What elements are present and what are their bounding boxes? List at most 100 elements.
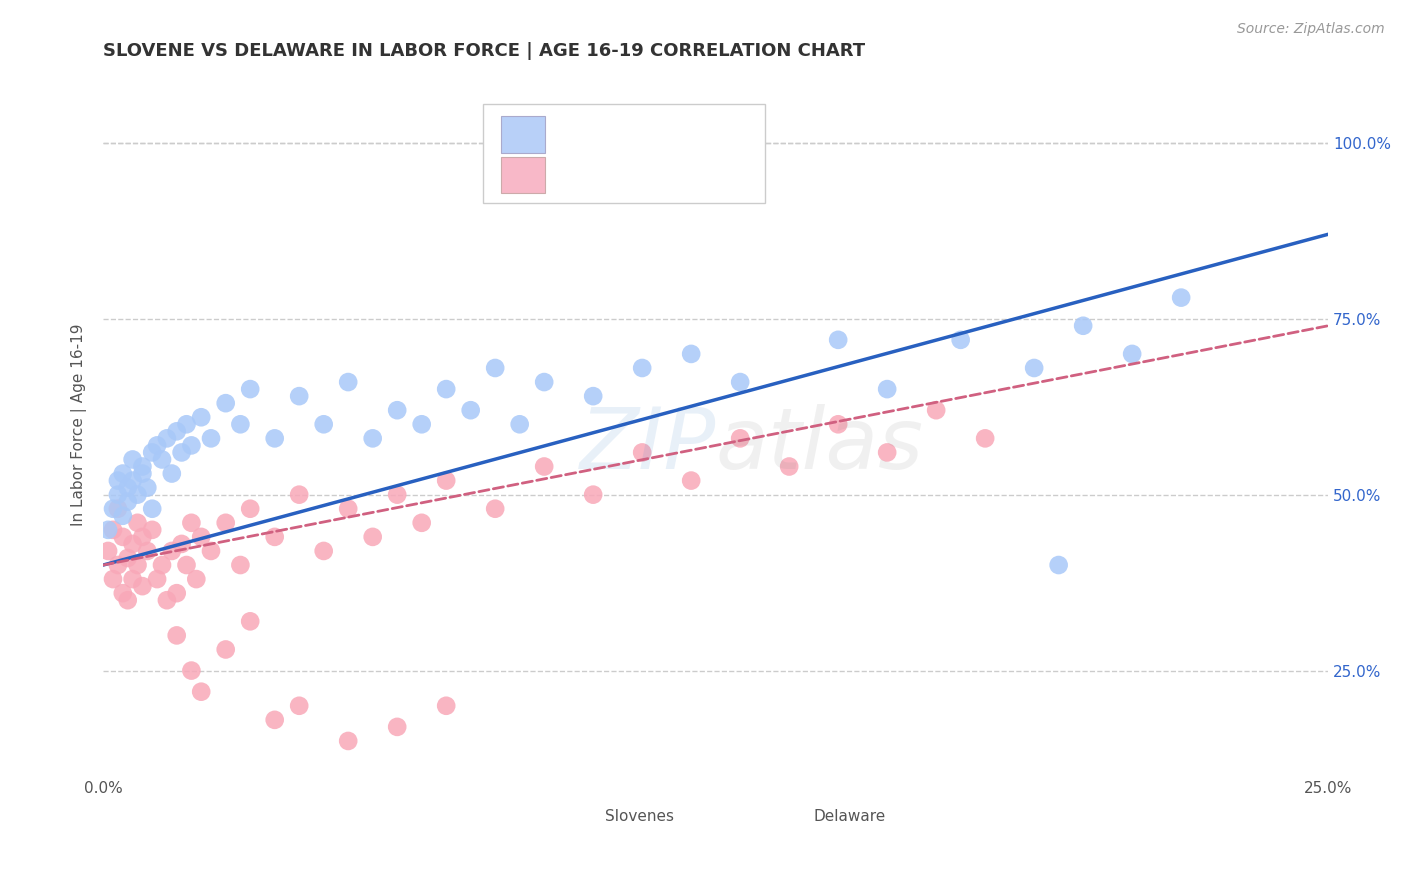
- FancyBboxPatch shape: [482, 104, 765, 202]
- Point: [337, 734, 360, 748]
- Text: ZIP: ZIP: [579, 404, 716, 487]
- Point: [229, 417, 252, 432]
- Point: [141, 501, 163, 516]
- Point: [131, 530, 153, 544]
- Point: [1071, 318, 1094, 333]
- Point: [190, 530, 212, 544]
- FancyBboxPatch shape: [775, 805, 806, 829]
- Point: [876, 445, 898, 459]
- Point: [131, 467, 153, 481]
- Point: [150, 452, 173, 467]
- Text: R =: R =: [558, 166, 600, 185]
- Point: [582, 488, 605, 502]
- Text: 53: 53: [730, 125, 756, 144]
- Point: [239, 615, 262, 629]
- FancyBboxPatch shape: [567, 805, 598, 829]
- Point: [484, 361, 506, 376]
- Point: [361, 530, 384, 544]
- Point: [127, 558, 149, 572]
- Point: [180, 438, 202, 452]
- Text: Delaware: Delaware: [814, 809, 886, 824]
- Text: 0.498: 0.498: [606, 125, 668, 144]
- Point: [170, 445, 193, 459]
- Point: [215, 396, 238, 410]
- Text: Slovenes: Slovenes: [606, 809, 675, 824]
- Point: [385, 488, 408, 502]
- Point: [131, 459, 153, 474]
- Point: [127, 488, 149, 502]
- Point: [111, 508, 134, 523]
- FancyBboxPatch shape: [502, 157, 546, 194]
- Point: [778, 459, 800, 474]
- Point: [166, 628, 188, 642]
- Point: [101, 572, 124, 586]
- Point: [127, 516, 149, 530]
- Point: [121, 572, 143, 586]
- Point: [827, 417, 849, 432]
- Point: [160, 544, 183, 558]
- Point: [180, 516, 202, 530]
- Point: [509, 417, 531, 432]
- Point: [288, 389, 311, 403]
- Point: [533, 375, 555, 389]
- Point: [107, 558, 129, 572]
- Point: [385, 403, 408, 417]
- FancyBboxPatch shape: [502, 116, 546, 153]
- Point: [484, 501, 506, 516]
- Point: [1121, 347, 1143, 361]
- Point: [434, 698, 457, 713]
- Point: [117, 593, 139, 607]
- Point: [239, 382, 262, 396]
- Point: [411, 417, 433, 432]
- Text: Source: ZipAtlas.com: Source: ZipAtlas.com: [1237, 22, 1385, 37]
- Point: [156, 593, 179, 607]
- Point: [925, 403, 948, 417]
- Point: [337, 375, 360, 389]
- Point: [150, 558, 173, 572]
- Text: N =: N =: [673, 125, 730, 144]
- Point: [288, 698, 311, 713]
- Point: [131, 579, 153, 593]
- Point: [263, 530, 285, 544]
- Point: [97, 523, 120, 537]
- Point: [263, 713, 285, 727]
- Point: [229, 558, 252, 572]
- Point: [827, 333, 849, 347]
- Point: [136, 481, 159, 495]
- Text: 60: 60: [730, 166, 756, 185]
- Point: [176, 558, 198, 572]
- Text: N =: N =: [673, 166, 730, 185]
- Point: [337, 501, 360, 516]
- Point: [215, 642, 238, 657]
- Point: [170, 537, 193, 551]
- Point: [107, 474, 129, 488]
- Point: [582, 389, 605, 403]
- Point: [180, 664, 202, 678]
- Point: [176, 417, 198, 432]
- Point: [121, 452, 143, 467]
- Text: atlas: atlas: [716, 404, 924, 487]
- Point: [166, 425, 188, 439]
- Point: [141, 445, 163, 459]
- Point: [949, 333, 972, 347]
- Point: [215, 516, 238, 530]
- Point: [166, 586, 188, 600]
- Point: [111, 586, 134, 600]
- Point: [361, 431, 384, 445]
- Point: [121, 537, 143, 551]
- Point: [146, 572, 169, 586]
- Point: [121, 474, 143, 488]
- Point: [200, 544, 222, 558]
- Point: [411, 516, 433, 530]
- Point: [190, 684, 212, 698]
- Point: [160, 467, 183, 481]
- Point: [1024, 361, 1046, 376]
- Point: [111, 530, 134, 544]
- Point: [200, 431, 222, 445]
- Point: [156, 431, 179, 445]
- Point: [631, 445, 654, 459]
- Point: [631, 361, 654, 376]
- Point: [1047, 558, 1070, 572]
- Point: [107, 488, 129, 502]
- Point: [460, 403, 482, 417]
